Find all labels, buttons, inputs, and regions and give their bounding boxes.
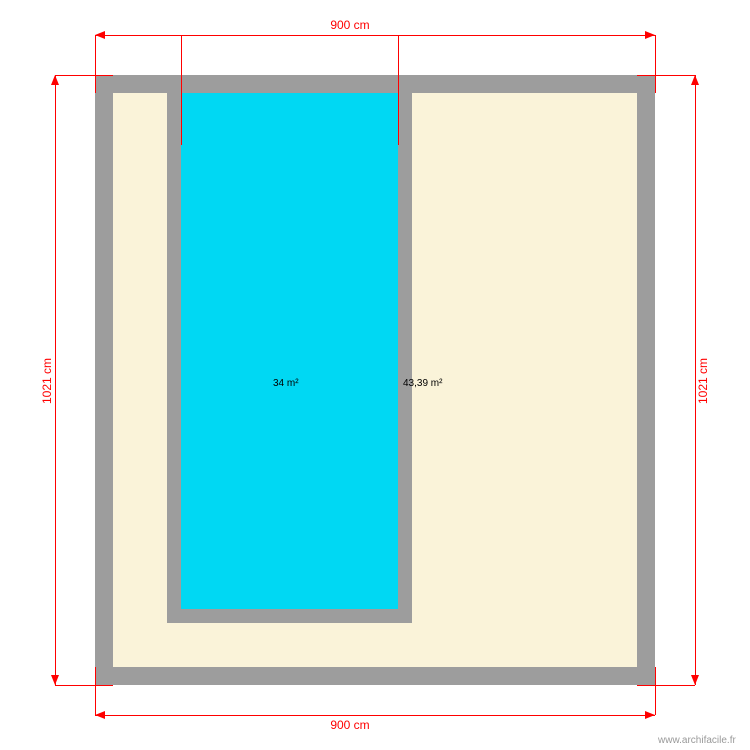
dim-bottom-arrow-right — [645, 711, 655, 719]
dim-top-line — [95, 35, 655, 36]
dim-top-ext-pool-left — [181, 35, 182, 145]
pool — [181, 93, 398, 609]
dim-top-tick-left — [95, 35, 96, 93]
dim-top-label: 900 cm — [320, 18, 380, 32]
dim-left-line — [55, 75, 56, 685]
dim-bottom-tick-right — [655, 667, 656, 715]
dim-left-tick-bottom — [55, 685, 113, 686]
dim-right-tick-top — [637, 75, 695, 76]
dim-left-tick-top — [55, 75, 113, 76]
dim-right-label: 1021 cm — [696, 346, 710, 416]
dim-bottom-line — [95, 715, 655, 716]
pool-area-label: 34 m² — [273, 378, 299, 389]
watermark: www.archifacile.fr — [658, 735, 736, 746]
room-area-label: 43,39 m² — [403, 378, 442, 389]
dim-left-arrow-top — [51, 75, 59, 85]
dim-top-arrow-left — [95, 31, 105, 39]
dim-bottom-arrow-left — [95, 711, 105, 719]
dim-right-arrow-bottom — [691, 675, 699, 685]
dim-left-label: 1021 cm — [40, 346, 54, 416]
dim-bottom-label: 900 cm — [320, 718, 380, 732]
dim-bottom-tick-left — [95, 667, 96, 715]
dim-left-arrow-bottom — [51, 675, 59, 685]
dim-top-arrow-right — [645, 31, 655, 39]
dim-right-arrow-top — [691, 75, 699, 85]
dim-top-tick-right — [655, 35, 656, 93]
floorplan-canvas: 34 m² 43,39 m² 900 cm 900 cm 1021 cm 102… — [0, 0, 750, 750]
dim-top-ext-pool-right — [398, 35, 399, 145]
dim-right-tick-bottom — [637, 685, 695, 686]
